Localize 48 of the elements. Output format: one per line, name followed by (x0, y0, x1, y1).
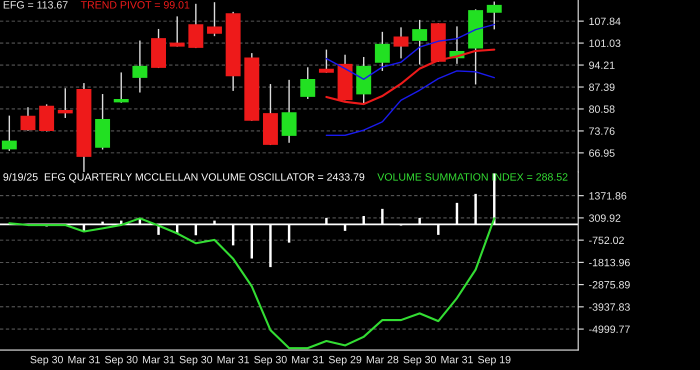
text: 9/19/25 EFG QUARTERLY MCCLELLAN VOLUME OSCILLATOR = 2433.79 (3, 172, 364, 183)
line-series (8, 217, 496, 350)
y-tick-label: -1813.96 (589, 258, 630, 266)
candlestick (58, 88, 73, 118)
candlestick (170, 16, 185, 47)
x-tick-label: Sep 29 (328, 356, 362, 366)
candlestick (374, 32, 390, 71)
x-tick-label: Mar 31 (218, 356, 250, 364)
y-tick-label: -3937.83 (589, 303, 630, 311)
candlestick (2, 116, 17, 151)
x-tick-label: Mar 31 (68, 356, 100, 364)
y-tick-label: -4999.77 (589, 326, 630, 334)
candlestick (188, 4, 204, 48)
y-tick-label: 1371.86 (589, 192, 626, 200)
candlestick (114, 72, 129, 103)
y-tick-label: -2875.89 (589, 281, 630, 289)
candlestick (394, 27, 408, 58)
y-tick-label: 80.58 (589, 105, 615, 113)
x-tick-label: Sep 30 (180, 356, 212, 366)
candlestick (412, 20, 428, 64)
y-tick-label: 309.92 (589, 214, 620, 222)
x-tick-label: Sep 30 (104, 356, 138, 366)
y-tick-label: 73.76 (589, 127, 615, 135)
text: TREND PIVOT = 99.01 (80, 1, 190, 9)
x-tick-label: Sep 19 (478, 356, 510, 366)
y-tick-label: -752.02 (589, 236, 624, 244)
x-tick-label: Sep 30 (254, 356, 287, 366)
candlestick (20, 107, 36, 131)
line-series (326, 24, 495, 80)
y-tick-label: 94.21 (589, 62, 615, 69)
x-tick-label: Mar 31 (441, 356, 473, 364)
y-tick-label: 107.84 (589, 18, 621, 26)
chart-title: EFG = 113.67 (4, 1, 68, 9)
candlestick (282, 80, 297, 143)
x-tick-label: Sep 30 (403, 356, 436, 366)
candlestick (318, 50, 334, 73)
x-tick-label: Mar 31 (292, 356, 324, 364)
y-tick-label: 87.39 (589, 83, 615, 91)
x-tick-label: Sep 30 (30, 356, 63, 366)
y-tick-label: 101.03 (589, 40, 620, 48)
candlestick (486, 2, 502, 30)
y-tick-label: 66.95 (589, 149, 615, 157)
candlestick (300, 67, 316, 99)
x-tick-label: Mar 31 (142, 356, 174, 364)
candlestick (207, 2, 222, 36)
line-series (326, 70, 495, 136)
x-tick-label: Mar 28 (366, 356, 398, 364)
candlestick (132, 40, 148, 93)
